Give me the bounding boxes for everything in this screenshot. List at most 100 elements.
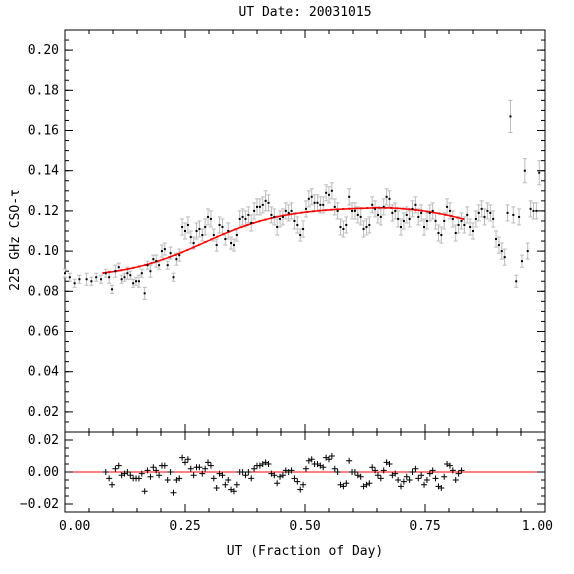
residual-point bbox=[187, 465, 194, 472]
residual-point bbox=[135, 475, 142, 482]
data-point bbox=[146, 264, 149, 267]
data-point bbox=[284, 209, 287, 212]
data-point bbox=[111, 288, 114, 291]
data-point bbox=[503, 256, 506, 259]
data-point bbox=[316, 201, 319, 204]
residual-point bbox=[403, 473, 410, 480]
fit-marker bbox=[378, 206, 381, 209]
data-point bbox=[207, 215, 210, 218]
data-point bbox=[405, 213, 408, 216]
residual-point bbox=[205, 459, 212, 466]
residual-point bbox=[199, 470, 206, 477]
main-panel: 0.02 0.04 0.06 0.08 0.10 0.12 0.14 0.16 0.18 0.20 bbox=[28, 29, 546, 433]
data-point bbox=[497, 244, 500, 247]
data-point bbox=[224, 238, 227, 241]
fit-marker bbox=[234, 228, 237, 231]
fit-marker bbox=[240, 226, 243, 229]
y-tick-label: 0.20 bbox=[28, 43, 59, 58]
fit-marker bbox=[168, 256, 171, 259]
residual-point bbox=[106, 475, 113, 482]
data-point bbox=[117, 266, 120, 269]
fit-marker bbox=[318, 209, 321, 212]
data-point bbox=[212, 234, 215, 237]
residual-point bbox=[242, 472, 249, 479]
data-point bbox=[178, 254, 181, 257]
residual-point bbox=[245, 469, 252, 475]
data-point bbox=[230, 242, 233, 245]
data-point bbox=[463, 223, 466, 226]
data-point bbox=[279, 217, 282, 220]
residual-point bbox=[207, 462, 214, 469]
data-point bbox=[218, 223, 221, 226]
residual-point bbox=[326, 456, 332, 463]
data-point bbox=[158, 264, 161, 267]
main-x-ticks bbox=[64, 30, 546, 432]
data-point bbox=[423, 225, 426, 228]
fit-marker bbox=[366, 207, 369, 210]
residual-point bbox=[124, 469, 131, 475]
x-tick-label: 0.00 bbox=[59, 519, 90, 534]
residual-point bbox=[426, 470, 433, 477]
data-point bbox=[353, 209, 356, 212]
data-point bbox=[520, 260, 523, 263]
chart-title: UT Date: 20031015 bbox=[238, 5, 371, 20]
residual-point bbox=[351, 469, 358, 475]
y-tick-label: 0.16 bbox=[28, 124, 59, 139]
fit-marker bbox=[348, 207, 351, 210]
fit-marker bbox=[396, 207, 399, 210]
residual-point bbox=[423, 477, 430, 483]
residual-point bbox=[182, 459, 188, 466]
residual-point bbox=[392, 470, 399, 477]
residual-point bbox=[438, 485, 445, 491]
residual-point bbox=[305, 457, 312, 464]
data-point bbox=[304, 207, 307, 210]
fit-marker bbox=[144, 263, 147, 266]
fit-marker bbox=[222, 233, 225, 236]
fit-marker bbox=[414, 208, 417, 211]
residual-point bbox=[279, 472, 286, 479]
data-point bbox=[457, 223, 460, 226]
data-point bbox=[264, 199, 267, 202]
data-point bbox=[495, 238, 498, 241]
fit-marker bbox=[306, 210, 309, 213]
fit-marker bbox=[174, 253, 177, 256]
data-point bbox=[434, 219, 437, 222]
data-point bbox=[129, 274, 132, 277]
data-point bbox=[78, 278, 81, 281]
fit-marker bbox=[294, 212, 297, 215]
data-point bbox=[330, 189, 333, 192]
data-point bbox=[402, 219, 405, 222]
residual-point bbox=[297, 486, 304, 493]
fit-marker bbox=[120, 269, 123, 272]
data-point bbox=[108, 276, 111, 279]
data-point bbox=[313, 201, 316, 204]
data-point bbox=[238, 217, 241, 220]
fit-marker bbox=[360, 207, 363, 210]
data-point bbox=[532, 209, 535, 212]
data-point bbox=[189, 236, 192, 239]
residual-y-tick-label: −0.02 bbox=[20, 497, 59, 512]
residual-point bbox=[343, 480, 350, 487]
residual-point bbox=[222, 481, 229, 488]
y-tick-label: 0.02 bbox=[28, 405, 59, 420]
data-point bbox=[276, 225, 279, 228]
data-point bbox=[431, 209, 434, 212]
residual-point bbox=[294, 478, 301, 485]
data-point bbox=[374, 207, 377, 210]
data-point bbox=[371, 203, 374, 206]
data-point bbox=[477, 211, 480, 214]
residual-point bbox=[400, 478, 407, 485]
data-point bbox=[486, 209, 489, 212]
fit-marker bbox=[450, 215, 453, 218]
residual-point bbox=[179, 454, 186, 461]
fit-marker bbox=[210, 238, 213, 241]
data-point bbox=[408, 217, 411, 220]
residual-point bbox=[409, 469, 416, 475]
data-point bbox=[290, 209, 293, 212]
residual-point bbox=[386, 461, 393, 467]
data-point bbox=[339, 225, 342, 228]
data-point bbox=[100, 278, 102, 281]
data-point bbox=[420, 211, 423, 214]
y-axis-label: 225 GHz CSO-τ bbox=[8, 189, 23, 291]
data-point bbox=[296, 223, 299, 226]
